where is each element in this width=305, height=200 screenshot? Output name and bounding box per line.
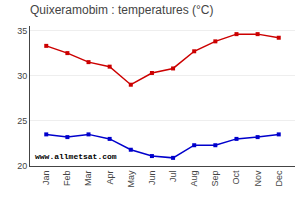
svg-text:Jan: Jan bbox=[41, 171, 51, 186]
svg-text:Jul: Jul bbox=[168, 171, 178, 183]
svg-text:Mar: Mar bbox=[83, 171, 93, 187]
svg-text:Nov: Nov bbox=[253, 170, 263, 187]
svg-text:35: 35 bbox=[17, 26, 27, 36]
svg-text:Dec: Dec bbox=[274, 170, 284, 187]
svg-text:Feb: Feb bbox=[62, 171, 72, 187]
svg-text:Aug: Aug bbox=[189, 171, 199, 187]
svg-text:Apr: Apr bbox=[105, 171, 115, 185]
svg-text:Quixeramobim : temperatures (°: Quixeramobim : temperatures (°C) bbox=[30, 3, 214, 17]
svg-text:25: 25 bbox=[17, 116, 27, 126]
svg-text:May: May bbox=[126, 170, 136, 188]
svg-text:www.allmetsat.com: www.allmetsat.com bbox=[35, 152, 117, 161]
svg-text:Jun: Jun bbox=[147, 171, 157, 186]
svg-text:Sep: Sep bbox=[210, 171, 220, 187]
svg-text:20: 20 bbox=[17, 161, 27, 171]
svg-text:Oct: Oct bbox=[231, 170, 241, 185]
svg-text:30: 30 bbox=[17, 71, 27, 81]
